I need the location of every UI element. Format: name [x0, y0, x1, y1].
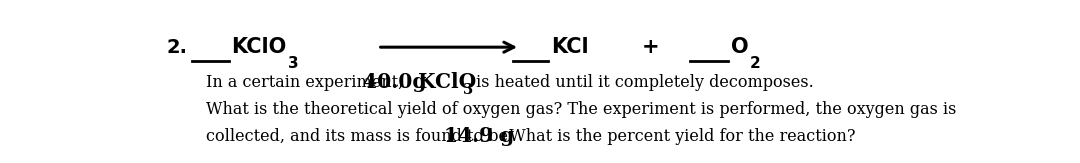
Text: KClO: KClO — [231, 37, 286, 57]
Text: 2: 2 — [750, 56, 760, 71]
Text: . What is the percent yield for the reaction?: . What is the percent yield for the reac… — [499, 128, 855, 145]
Text: O: O — [731, 37, 748, 57]
Text: 3: 3 — [462, 83, 473, 97]
Text: 14.9 g: 14.9 g — [444, 126, 514, 146]
Text: 40.0g: 40.0g — [363, 72, 433, 92]
Text: In a certain experiment,: In a certain experiment, — [206, 74, 408, 91]
Text: KCl: KCl — [551, 37, 589, 57]
Text: 2.: 2. — [166, 38, 188, 57]
Text: is heated until it completely decomposes.: is heated until it completely decomposes… — [471, 74, 813, 91]
Text: 3: 3 — [288, 56, 299, 71]
Text: KClO: KClO — [418, 72, 476, 92]
Text: +: + — [642, 37, 659, 57]
Text: What is the theoretical yield of oxygen gas? The experiment is performed, the ox: What is the theoretical yield of oxygen … — [206, 101, 957, 118]
Text: collected, and its mass is found to be: collected, and its mass is found to be — [206, 128, 513, 145]
